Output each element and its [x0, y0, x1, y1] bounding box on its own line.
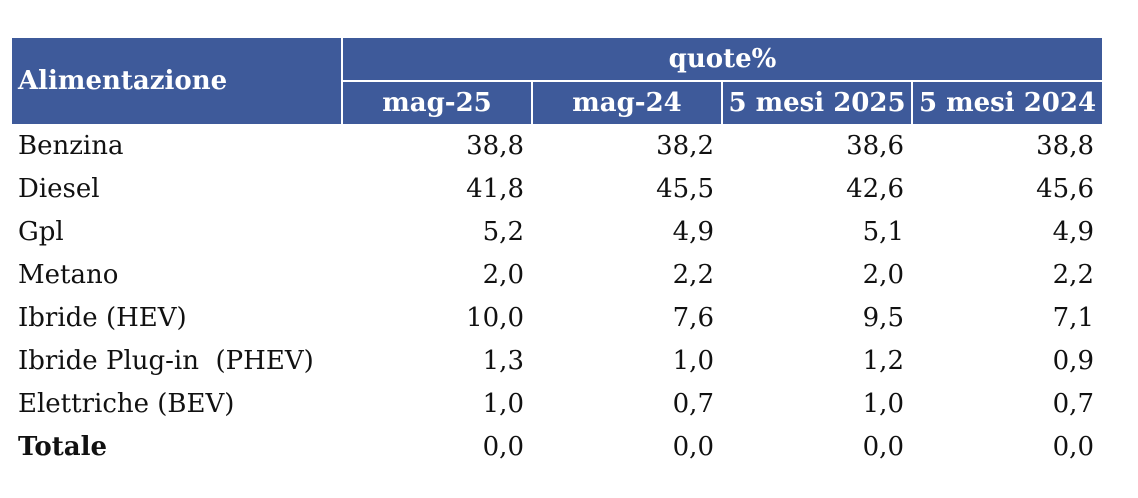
cell-value: 42,6 — [846, 173, 904, 204]
cell-value: 7,1 — [1052, 302, 1094, 333]
cell-value: 2,0 — [482, 259, 524, 290]
cell-value: 1,0 — [482, 388, 524, 419]
column-header-mag-25: mag-25 — [342, 81, 533, 124]
column-header-5-mesi-2025: 5 mesi 2025 — [722, 81, 913, 124]
cell-value: 1,2 — [862, 345, 904, 376]
cell-value: 1,3 — [482, 345, 524, 376]
table-row-total: Totale 0,0 0,0 0,0 0,0 — [12, 425, 1102, 468]
table-row: Ibride (HEV) 10,0 7,6 9,5 7,1 — [12, 296, 1102, 339]
cell-value: 5,1 — [862, 216, 904, 247]
cell-value: 45,5 — [656, 173, 714, 204]
cell-value: 41,8 — [466, 173, 524, 204]
table-header: Alimentazione quote% mag-25 mag-24 5 mes… — [12, 38, 1102, 124]
table-row: Metano 2,0 2,2 2,0 2,2 — [12, 253, 1102, 296]
column-header-5-mesi-2024: 5 mesi 2024 — [912, 81, 1102, 124]
cell-value: 0,7 — [1052, 388, 1094, 419]
cell-value: 45,6 — [1036, 173, 1094, 204]
cell-value: 5,2 — [482, 216, 524, 247]
cell-value: 0,0 — [1052, 431, 1094, 462]
fuel-share-table: Alimentazione quote% mag-25 mag-24 5 mes… — [12, 38, 1102, 468]
cell-value: 0,0 — [672, 431, 714, 462]
table-body: Benzina 38,8 38,2 38,6 38,8 Diesel 41,8 … — [12, 124, 1102, 468]
cell-value: 0,0 — [862, 431, 904, 462]
cell-value: 2,2 — [672, 259, 714, 290]
column-header-alimentazione: Alimentazione — [12, 38, 343, 124]
cell-value: 1,0 — [862, 388, 904, 419]
cell-value: 0,0 — [482, 431, 524, 462]
cell-value: 4,9 — [1052, 216, 1094, 247]
cell-value: 38,2 — [656, 130, 714, 161]
cell-value: 7,6 — [672, 302, 714, 333]
table-row: Diesel 41,8 45,5 42,6 45,6 — [12, 167, 1102, 210]
cell-value: 1,0 — [672, 345, 714, 376]
row-label: Benzina — [18, 130, 124, 161]
cell-value: 2,0 — [862, 259, 904, 290]
group-header-quote: quote% — [342, 38, 1102, 82]
cell-value: 9,5 — [862, 302, 904, 333]
cell-value: 0,7 — [672, 388, 714, 419]
table-container: Alimentazione quote% mag-25 mag-24 5 mes… — [12, 38, 1102, 468]
cell-value: 38,8 — [466, 130, 524, 161]
cell-value: 38,6 — [846, 130, 904, 161]
row-label: Metano — [18, 259, 119, 290]
table-row: Elettriche (BEV) 1,0 0,7 1,0 0,7 — [12, 382, 1102, 425]
cell-value: 2,2 — [1052, 259, 1094, 290]
row-label: Ibride (HEV) — [18, 302, 187, 333]
row-label-total: Totale — [18, 431, 107, 462]
column-header-mag-24: mag-24 — [532, 81, 723, 124]
row-label: Ibride Plug-in (PHEV) — [18, 345, 314, 376]
table-row: Ibride Plug-in (PHEV) 1,3 1,0 1,2 0,9 — [12, 339, 1102, 382]
row-label: Gpl — [18, 216, 64, 247]
cell-value: 10,0 — [466, 302, 524, 333]
row-label: Elettriche (BEV) — [18, 388, 235, 419]
row-label: Diesel — [18, 173, 100, 204]
cell-value: 4,9 — [672, 216, 714, 247]
table-row: Benzina 38,8 38,2 38,6 38,8 — [12, 124, 1102, 167]
cell-value: 38,8 — [1036, 130, 1094, 161]
cell-value: 0,9 — [1052, 345, 1094, 376]
table-row: Gpl 5,2 4,9 5,1 4,9 — [12, 210, 1102, 253]
